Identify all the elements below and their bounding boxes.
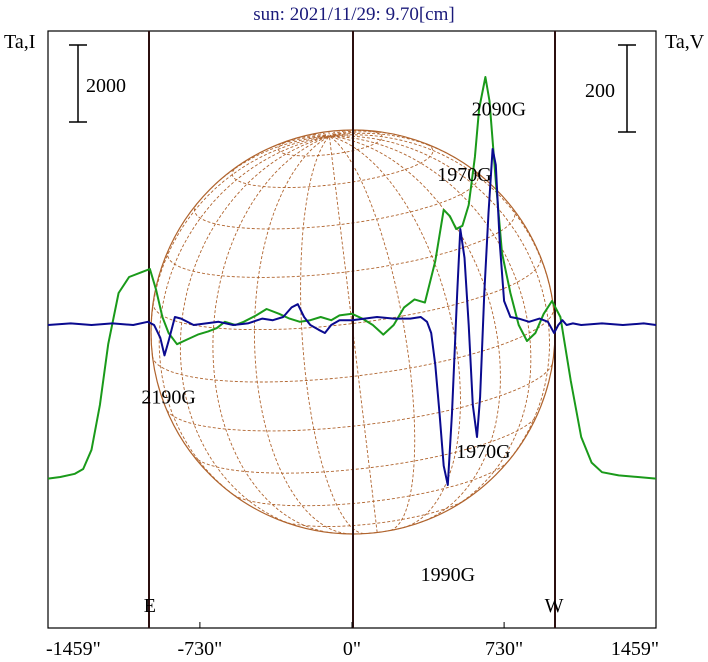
longitude-line <box>318 132 330 137</box>
latitude-line <box>277 129 383 157</box>
annotation-label: 1970G <box>437 164 491 186</box>
limb-marker-W: W <box>545 595 564 617</box>
limb-marker-E: E <box>144 595 156 617</box>
x-tick-label: 730" <box>485 638 523 660</box>
longitude-line <box>211 135 330 188</box>
longitude-line <box>329 135 461 529</box>
longitude-line <box>329 131 402 137</box>
annotation-label: 2090G <box>472 98 526 120</box>
longitude-line <box>329 135 532 508</box>
longitude-line <box>329 135 416 531</box>
scale-bar-left-label: 2000 <box>86 75 126 97</box>
x-tick-label: -1459" <box>46 638 101 660</box>
longitude-line <box>329 130 366 137</box>
x-tick-label: 1459" <box>611 638 659 660</box>
latitude-line <box>282 498 467 527</box>
series-line-V <box>47 148 657 486</box>
longitude-line <box>253 135 352 535</box>
latitude-line <box>166 363 553 432</box>
x-tick-layer: -1459" -730" 0" 730" 1459" <box>46 622 659 660</box>
latitude-line <box>193 414 538 474</box>
longitude-line <box>329 132 456 159</box>
series-layer <box>47 76 657 486</box>
longitude-line <box>329 134 554 308</box>
longitude-line <box>259 135 330 154</box>
longitude-line <box>212 135 333 534</box>
longitude-line <box>328 131 330 137</box>
annotation-label: 2190G <box>141 386 195 408</box>
scale-bar-right-label: 200 <box>585 80 615 102</box>
latitude-line <box>231 142 434 188</box>
longitude-line <box>329 130 340 137</box>
longitude-line <box>329 129 350 137</box>
longitude-line <box>329 135 501 523</box>
longitude-line <box>292 135 330 140</box>
right-axis-label: Ta,V <box>665 31 705 53</box>
scale-bar-right <box>618 44 636 133</box>
longitude-line <box>150 135 330 357</box>
longitude-line <box>329 135 550 470</box>
longitude-line <box>300 136 364 535</box>
left-axis-label: Ta,I <box>4 31 35 53</box>
series-line-I <box>47 76 657 480</box>
longitude-line <box>328 136 378 533</box>
scale-bar-left <box>69 44 87 123</box>
annotation-layer: 2090G 1970G 2190G 1970G 1990G <box>141 98 526 586</box>
solar-disk-grid <box>150 129 556 535</box>
longitude-line <box>308 134 330 137</box>
x-tick-label: -730" <box>177 638 222 660</box>
chart-title: sun: 2021/11/29: 9.70[cm] <box>253 4 454 25</box>
longitude-line <box>179 135 330 527</box>
annotation-label: 1970G <box>456 441 510 463</box>
x-tick-label: 0" <box>343 638 361 660</box>
longitude-line <box>158 135 330 502</box>
annotation-label: 1990G <box>421 564 475 586</box>
